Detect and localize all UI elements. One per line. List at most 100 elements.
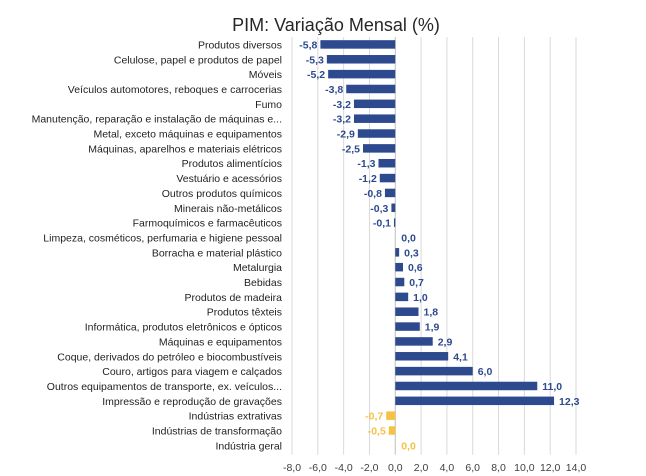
category-label: Informática, produtos eletrônicos e ópti…	[85, 322, 282, 334]
category-label: Móveis	[249, 69, 282, 81]
category-label: Limpeza, cosméticos, perfumaria e higien…	[43, 232, 282, 244]
x-tick-label: -8,0	[283, 462, 301, 474]
bar	[395, 277, 405, 287]
bar	[328, 69, 396, 79]
category-label: Metal, exceto máquinas e equipamentos	[93, 129, 282, 141]
x-tick-label: 10,0	[514, 462, 535, 474]
bar	[395, 262, 404, 272]
category-label: Produtos alimentícios	[182, 158, 282, 170]
bar	[395, 248, 400, 257]
data-label: -0,3	[370, 203, 388, 215]
category-label: Outros equipamentos de transporte, ex. v…	[47, 381, 282, 393]
category-label: Couro, artigos para viagem e calçados	[102, 366, 282, 378]
category-label: Produtos diversos	[198, 39, 282, 51]
category-label: Veículos automotores, reboques e carroce…	[68, 84, 282, 96]
bar	[378, 158, 396, 168]
category-label: Máquinas, aparelhos e materiais elétrico…	[88, 143, 282, 155]
data-label: -2,5	[342, 143, 360, 155]
bar	[384, 188, 396, 198]
data-label: 0,7	[409, 277, 424, 289]
bar	[395, 307, 419, 316]
x-tick-label: -4,0	[335, 462, 353, 474]
category-label: Metalurgia	[233, 262, 282, 274]
category-label: Máquinas e equipamentos	[159, 336, 282, 348]
bar	[395, 366, 473, 376]
bar	[391, 203, 396, 213]
category-label: Coque, derivados do petróleo e biocombus…	[57, 351, 282, 363]
data-label: -0,1	[373, 218, 391, 230]
bar	[353, 99, 396, 109]
x-axis-tick-labels: -8,0 -6,0 -4,0 -2,0 0,0 2,0 4,0 6,0 8,0 10,0 12,0 1…	[283, 462, 586, 474]
x-tick-label: -6,0	[309, 462, 327, 474]
bar	[379, 173, 396, 183]
data-label: -0,7	[365, 411, 383, 423]
data-label: 0,3	[404, 247, 419, 259]
data-label: 0,0	[401, 232, 416, 244]
x-tick-label: 8,0	[491, 462, 506, 474]
data-label: 0,6	[408, 262, 423, 274]
category-label: Manutenção, reparação e instalação de má…	[32, 114, 282, 126]
x-tick-label: 2,0	[414, 462, 429, 474]
data-label: 1,0	[413, 292, 428, 304]
data-label: -3,8	[325, 84, 343, 96]
category-labels: Produtos diversos Celulose, papel e produ…	[32, 39, 283, 452]
bars	[320, 40, 555, 435]
x-tick-label: 4,0	[440, 462, 455, 474]
category-label: Impressão e reprodução de gravações	[102, 396, 282, 408]
data-label: 11,0	[542, 381, 562, 393]
bar	[395, 381, 538, 391]
bar	[388, 426, 396, 435]
bar	[363, 144, 396, 153]
chart-title: PIM: Variação Mensal (%)	[232, 15, 440, 35]
x-tick-label: 6,0	[465, 462, 480, 474]
bar	[393, 218, 396, 227]
bar	[353, 114, 396, 123]
data-label: -1,2	[359, 173, 377, 185]
data-label: -5,8	[299, 39, 317, 51]
data-label: -3,2	[333, 114, 351, 126]
category-label: Produtos têxteis	[207, 307, 282, 319]
data-label: -3,2	[333, 99, 351, 111]
category-label: Outros produtos químicos	[162, 188, 282, 200]
data-labels: -5,8 -5,3 -5,2-3,8 -3,2 -3,2 -2,9 -2,5 -1,3 -1,2…	[299, 39, 579, 452]
bar	[386, 411, 396, 420]
x-tick-label: -2,0	[360, 462, 378, 474]
data-label: -0,8	[364, 188, 382, 200]
data-label: 1,9	[425, 322, 440, 334]
bar	[395, 292, 409, 302]
bar	[320, 40, 396, 49]
data-label: 6,0	[478, 366, 493, 378]
data-label: -0,5	[368, 426, 386, 438]
category-label: Borracha e material plástico	[152, 247, 282, 259]
x-tick-label: 0,0	[388, 462, 403, 474]
data-label: -5,3	[306, 54, 324, 66]
bar	[357, 129, 396, 138]
data-label: -2,9	[337, 129, 355, 141]
category-label: Indústria geral	[215, 440, 282, 452]
bar	[395, 337, 433, 346]
category-label: Fumo	[255, 99, 282, 111]
data-label: -5,2	[307, 69, 325, 81]
bar	[346, 84, 396, 94]
category-label: Indústrias extrativas	[189, 411, 282, 423]
data-label: -1,3	[357, 158, 375, 170]
data-label: 2,9	[438, 336, 453, 348]
data-label: 0,0	[401, 440, 416, 452]
category-label: Farmoquímicos e farmacêuticos	[133, 218, 282, 230]
category-label: Produtos de madeira	[185, 292, 283, 304]
category-label: Indústrias de transformação	[152, 426, 282, 438]
data-label: 4,1	[453, 351, 468, 363]
category-label: Vestuário e acessórios	[176, 173, 282, 185]
bar	[395, 396, 555, 406]
data-label: 1,8	[424, 307, 439, 319]
category-label: Bebidas	[244, 277, 282, 289]
x-tick-label: 14,0	[566, 462, 587, 474]
category-label: Celulose, papel e produtos de papel	[114, 54, 282, 66]
category-label: Minerais não-metálicos	[174, 203, 282, 215]
data-label: 12,3	[559, 396, 580, 408]
bar	[326, 55, 396, 64]
bar	[395, 322, 420, 331]
x-tick-label: 12,0	[540, 462, 561, 474]
